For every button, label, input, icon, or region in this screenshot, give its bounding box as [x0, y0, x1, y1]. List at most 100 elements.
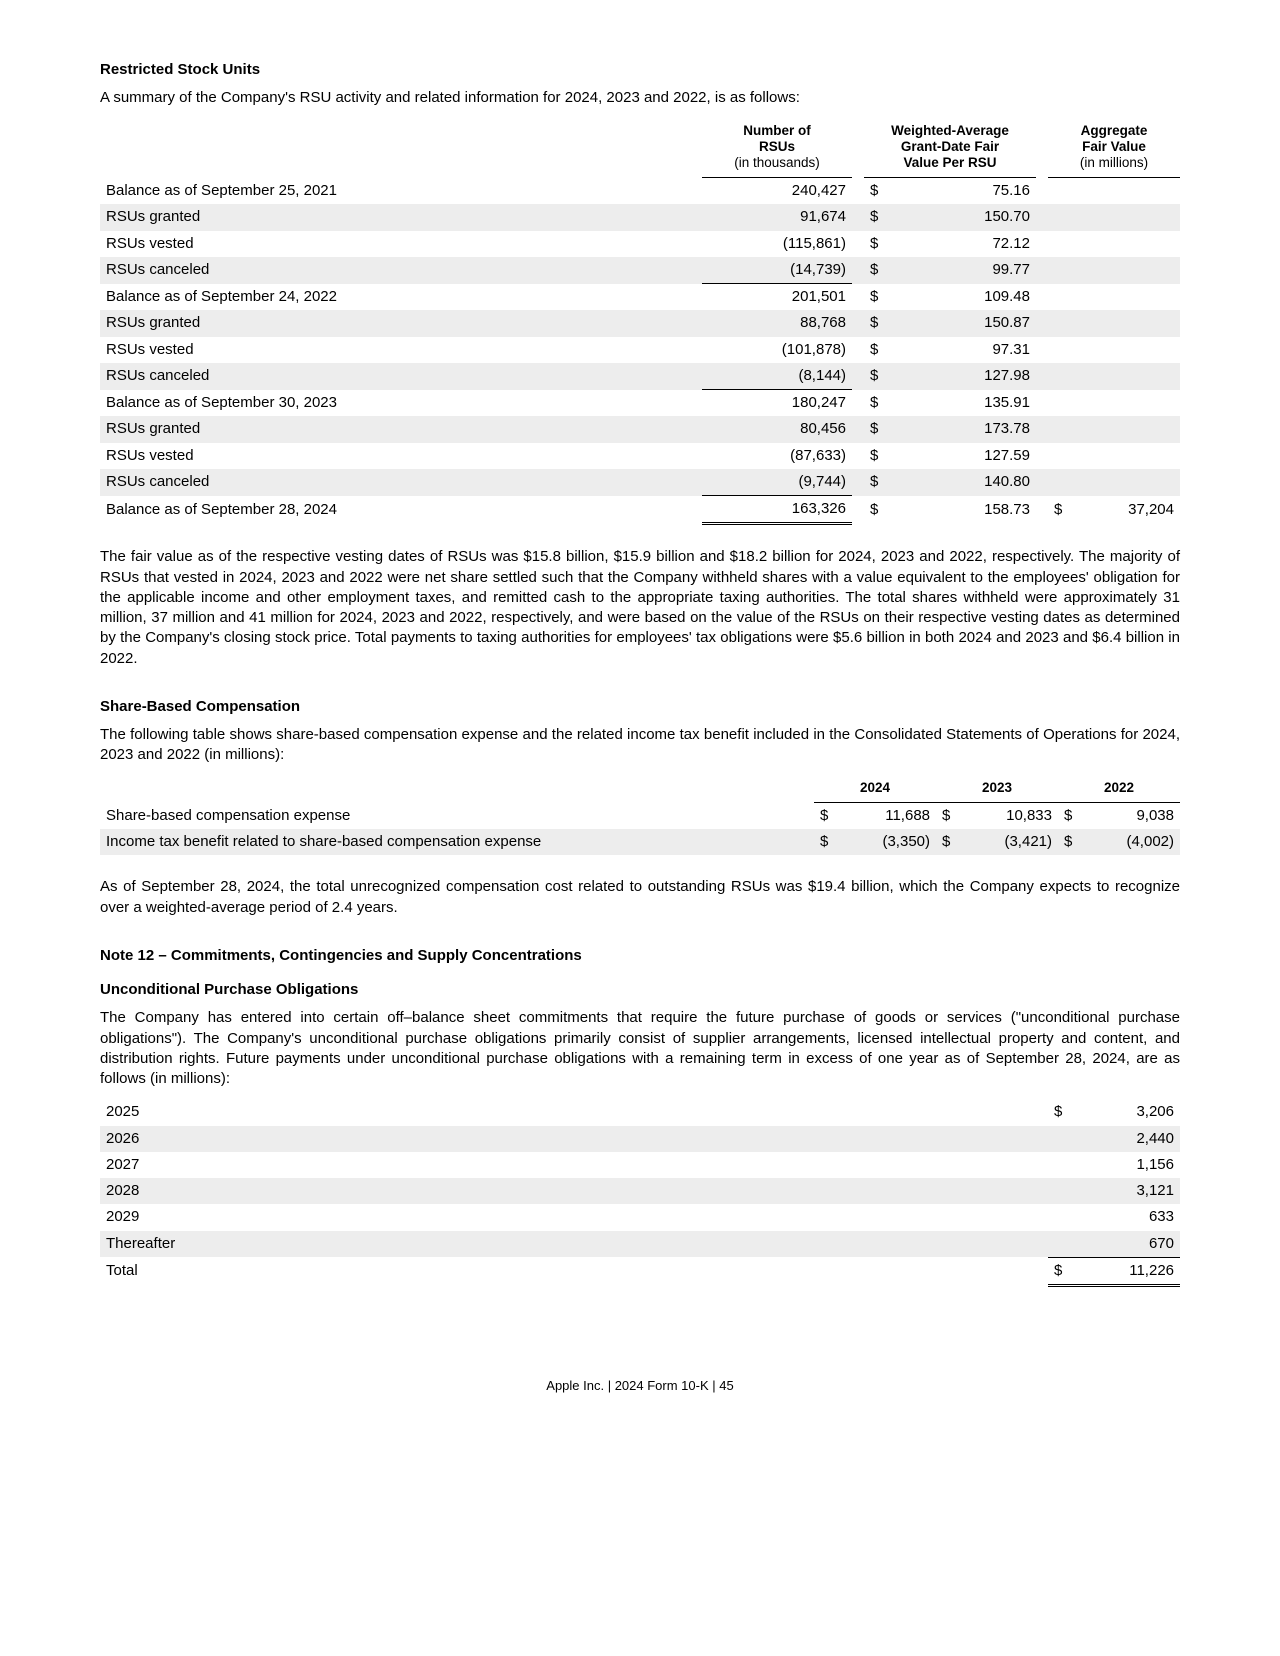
rsu-count: (9,744): [702, 469, 852, 496]
row-label: 2028: [100, 1178, 1048, 1204]
currency-symbol: $: [864, 310, 886, 336]
value-2024: 11,688: [836, 802, 936, 829]
table-row: Share-based compensation expense$11,688$…: [100, 802, 1180, 829]
currency-symbol: $: [864, 469, 886, 496]
value-2022: 9,038: [1080, 802, 1180, 829]
currency-symbol: $: [1048, 1257, 1070, 1285]
grant-value: 99.77: [886, 257, 1036, 284]
currency-symbol: $: [814, 802, 836, 829]
currency-symbol: $: [864, 337, 886, 363]
value-2023: 10,833: [958, 802, 1058, 829]
rsu-col3-header: Aggregate Fair Value (in millions): [1048, 119, 1180, 178]
rsu-col2-header: Weighted-Average Grant-Date Fair Value P…: [864, 119, 1036, 178]
sbc-year-2024: 2024: [814, 776, 936, 803]
note12-title: Note 12 – Commitments, Contingencies and…: [100, 946, 1180, 966]
note12-paragraph: The Company has entered into certain off…: [100, 1008, 1180, 1089]
row-label: 2025: [100, 1099, 1048, 1125]
obligation-value: 3,206: [1070, 1099, 1180, 1125]
table-row: Thereafter670: [100, 1231, 1180, 1258]
row-label: RSUs granted: [100, 416, 702, 442]
sbc-paragraph: As of September 28, 2024, the total unre…: [100, 877, 1180, 918]
table-row: 20262,440: [100, 1126, 1180, 1152]
table-row: 2027 1,156: [100, 1152, 1180, 1178]
table-row: RSUs vested(87,633)$127.59: [100, 443, 1180, 469]
grant-value: 97.31: [886, 337, 1036, 363]
value-2024: (3,350): [836, 829, 936, 855]
currency-symbol: $: [814, 829, 836, 855]
grant-value: 109.48: [886, 284, 1036, 311]
table-row: RSUs vested(115,861)$72.12: [100, 231, 1180, 257]
row-label: Balance as of September 28, 2024: [100, 496, 702, 524]
currency-symbol: [1048, 1152, 1070, 1178]
table-row: RSUs granted80,456$173.78: [100, 416, 1180, 442]
table-row: RSUs granted91,674$150.70: [100, 204, 1180, 230]
obligation-value: 1,156: [1070, 1152, 1180, 1178]
rsu-count: (115,861): [702, 231, 852, 257]
row-label: Total: [100, 1257, 1048, 1285]
obligation-value: 3,121: [1070, 1178, 1180, 1204]
currency-symbol: $: [864, 443, 886, 469]
rsu-count: 201,501: [702, 284, 852, 311]
row-label: RSUs canceled: [100, 469, 702, 496]
rsu-count: (8,144): [702, 363, 852, 390]
currency-symbol: $: [864, 363, 886, 390]
currency-symbol: [1048, 1231, 1070, 1258]
rsu-count: (14,739): [702, 257, 852, 284]
currency-symbol: [1048, 1126, 1070, 1152]
aggregate-value: 37,204: [1070, 496, 1180, 524]
table-row: 2028 3,121: [100, 1178, 1180, 1204]
currency-symbol: $: [864, 257, 886, 284]
currency-symbol: $: [936, 829, 958, 855]
sbc-intro: The following table shows share-based co…: [100, 725, 1180, 766]
grant-value: 135.91: [886, 390, 1036, 417]
grant-value: 127.59: [886, 443, 1036, 469]
rsu-count: 180,247: [702, 390, 852, 417]
rsu-count: 88,768: [702, 310, 852, 336]
obligations-table: 2025$3,20620262,44020271,15620283,121202…: [100, 1099, 1180, 1287]
grant-value: 140.80: [886, 469, 1036, 496]
obligation-value: 2,440: [1070, 1126, 1180, 1152]
note12-sub: Unconditional Purchase Obligations: [100, 980, 1180, 1000]
value-2022: (4,002): [1080, 829, 1180, 855]
grant-value: 150.87: [886, 310, 1036, 336]
obligation-value: 633: [1070, 1204, 1180, 1230]
row-label: RSUs canceled: [100, 257, 702, 284]
row-label: Balance as of September 24, 2022: [100, 284, 702, 311]
row-label: RSUs granted: [100, 310, 702, 336]
table-row: Balance as of September 25, 2021240,427$…: [100, 178, 1180, 205]
currency-symbol: $: [864, 284, 886, 311]
table-row: RSUs vested(101,878)$97.31: [100, 337, 1180, 363]
row-label: Share-based compensation expense: [100, 802, 814, 829]
grant-value: 158.73: [886, 496, 1036, 524]
sbc-year-2023: 2023: [936, 776, 1058, 803]
currency-symbol: $: [864, 204, 886, 230]
row-label: 2027: [100, 1152, 1048, 1178]
row-label: RSUs vested: [100, 443, 702, 469]
currency-symbol: $: [864, 231, 886, 257]
rsu-count: 80,456: [702, 416, 852, 442]
rsu-count: 91,674: [702, 204, 852, 230]
rsu-count: (101,878): [702, 337, 852, 363]
obligation-total: 11,226: [1070, 1257, 1180, 1285]
currency-symbol: [1048, 1204, 1070, 1230]
currency-symbol: $: [1048, 1099, 1070, 1125]
row-label: Thereafter: [100, 1231, 1048, 1258]
table-row: Balance as of September 30, 2023180,247$…: [100, 390, 1180, 417]
rsu-count: 163,326: [702, 496, 852, 524]
value-2023: (3,421): [958, 829, 1058, 855]
table-row: Income tax benefit related to share-base…: [100, 829, 1180, 855]
table-row: RSUs canceled(14,739) $99.77: [100, 257, 1180, 284]
currency-symbol: $: [1048, 496, 1070, 524]
currency-symbol: $: [1058, 829, 1080, 855]
row-label: RSUs granted: [100, 204, 702, 230]
rsu-intro: A summary of the Company's RSU activity …: [100, 88, 1180, 108]
row-label: 2029: [100, 1204, 1048, 1230]
rsu-title: Restricted Stock Units: [100, 60, 1180, 80]
rsu-paragraph: The fair value as of the respective vest…: [100, 547, 1180, 669]
rsu-table: Number of RSUs (in thousands) Weighted-A…: [100, 119, 1180, 526]
page-footer: Apple Inc. | 2024 Form 10-K | 45: [100, 1377, 1180, 1395]
grant-value: 127.98: [886, 363, 1036, 390]
currency-symbol: $: [864, 390, 886, 417]
table-row-total: Total$11,226: [100, 1257, 1180, 1285]
row-label: Balance as of September 25, 2021: [100, 178, 702, 205]
